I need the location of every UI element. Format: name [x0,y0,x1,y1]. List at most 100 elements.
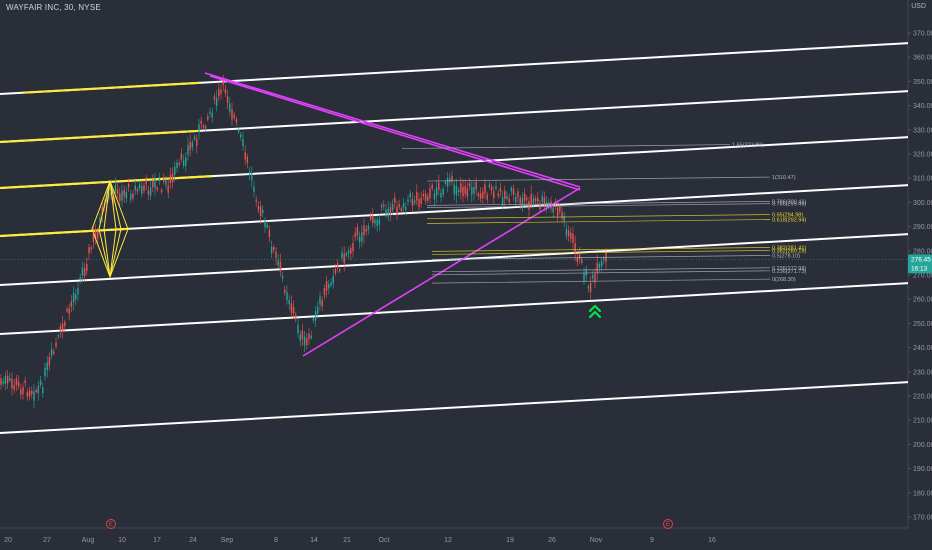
candle [284,285,286,297]
candle-body [578,252,581,260]
candle [429,183,431,204]
candle-body [455,185,458,196]
candle [11,372,13,396]
candle [490,183,493,196]
candle-body [46,362,48,371]
candle-body [81,267,84,276]
candle-body [352,242,354,252]
candle [301,323,304,347]
candle [136,187,139,195]
candle-body [570,232,572,239]
candle-body [442,188,444,195]
candle [462,179,464,203]
candle-body [325,281,328,291]
candle [431,182,433,192]
candle [286,285,288,305]
candle-body [97,231,99,239]
candle-body [499,187,502,192]
candle [240,131,242,141]
candle-body [517,191,519,198]
candle [134,179,136,196]
candle [409,190,411,203]
candle-body [552,207,554,213]
y-tick-label: 330.00 [913,127,932,134]
candle [363,218,365,244]
candle [292,300,295,320]
diamond-shape [103,180,117,278]
candle [290,295,293,318]
candle-body [343,253,345,264]
candle [127,178,130,192]
candle [374,216,376,229]
candle-body [15,378,18,385]
candle-body [497,193,499,197]
candle-body [185,157,187,166]
candle-body [389,207,392,216]
candle-body [528,201,530,210]
candle [171,166,174,189]
candle-body [101,207,103,215]
candle-body [222,80,224,85]
candle-body [77,288,79,295]
candle [22,382,24,400]
candle-body [235,119,238,123]
candle [376,215,378,232]
y-tick-label: 240.00 [913,345,932,352]
candle [160,187,163,195]
candle-body [176,162,178,168]
x-tick-label: 12 [444,537,452,544]
fib-level-label: 0.382(280.15) [772,248,806,254]
candle [325,275,328,298]
candle [350,245,352,261]
candle-body [207,116,209,120]
candle-body [433,193,436,200]
candle-body [193,136,196,140]
candle [365,225,367,236]
candle-body [400,208,403,212]
candle [594,268,596,289]
candle-body [277,260,279,266]
candle [163,173,165,185]
fib-level-line [431,278,771,284]
candle [70,295,73,313]
candle [235,116,238,127]
fib-level-label: 0.786(300.41) [772,199,806,205]
candle [165,176,167,190]
triangle-upper-line [209,75,581,191]
candle [42,382,44,398]
candle-body [422,194,425,197]
candle-body [138,184,141,189]
candle [354,227,356,241]
candle [297,317,299,338]
candle-body [365,228,367,232]
candle-body [488,184,491,187]
candle [35,387,37,395]
candle-body [290,303,293,313]
y-tick-label: 320.00 [913,152,932,159]
candle [519,195,521,210]
candle [237,127,240,135]
candle-body [211,112,213,118]
candle-body [86,263,88,272]
candle-body [70,301,73,307]
candle-body [411,198,414,206]
candle [0,374,2,390]
candle [28,386,31,400]
candle [220,84,222,100]
candle-body [39,380,42,386]
candle-body [479,193,482,199]
candle-body [266,224,268,228]
x-tick-label: Oct [379,537,390,544]
candle [358,231,361,249]
candle [90,245,92,254]
candle [587,284,590,293]
candle [299,330,301,347]
candle [596,254,598,280]
candle [506,191,508,201]
candle [446,172,449,193]
candle-body [83,268,86,277]
candle-body [226,96,229,103]
candle-body [587,286,590,289]
candle [347,247,350,259]
